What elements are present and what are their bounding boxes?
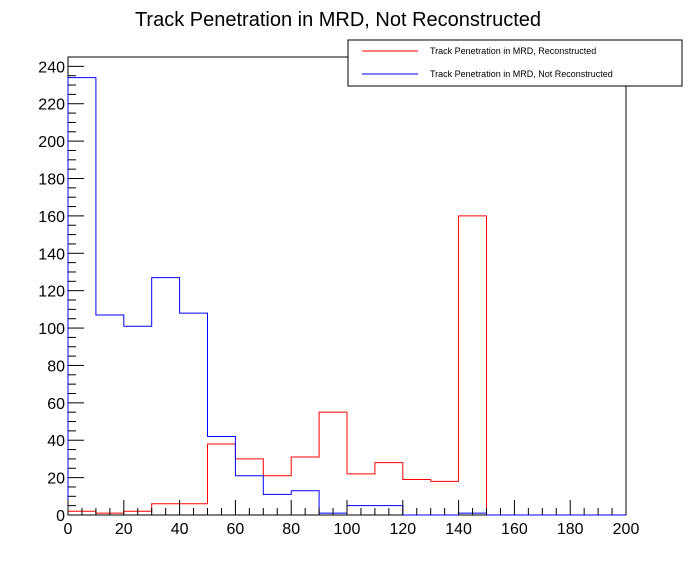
y-tick-label: 80 — [47, 358, 65, 375]
legend-label-not-reconstructed: Track Penetration in MRD, Not Reconstruc… — [430, 69, 613, 79]
y-tick-label: 0 — [56, 508, 65, 525]
y-tick-label: 160 — [38, 209, 65, 226]
x-tick-label: 40 — [171, 521, 189, 538]
series-layer — [67, 77, 626, 516]
x-tick-label: 120 — [389, 521, 416, 538]
y-tick-label: 60 — [47, 396, 65, 413]
y-tick-label: 40 — [47, 433, 65, 450]
y-tick-label: 220 — [38, 97, 65, 114]
y-tick-label: 20 — [47, 471, 65, 488]
y-tick-label: 120 — [38, 284, 65, 301]
x-tick-label: 60 — [227, 521, 245, 538]
x-tick-label: 0 — [64, 521, 73, 538]
x-tick-label: 200 — [613, 521, 640, 538]
x-tick-label: 100 — [334, 521, 361, 538]
legend-label-reconstructed: Track Penetration in MRD, Reconstructed — [430, 46, 596, 56]
x-tick-label: 160 — [501, 521, 528, 538]
y-tick-label: 180 — [38, 172, 65, 189]
axis-layer: 0 20 40 60 80 100 120 140 160 180 200 0 20 40 60 80 100 1… — [38, 56, 640, 538]
y-tick-label: 140 — [38, 246, 65, 263]
chart-title: Track Penetration in MRD, Not Reconstruc… — [135, 9, 541, 31]
legend: Track Penetration in MRD, Reconstructed … — [347, 39, 683, 87]
x-tick-label: 80 — [282, 521, 300, 538]
y-tick-label: 100 — [38, 321, 65, 338]
x-tick-label: 140 — [445, 521, 472, 538]
series-0-line — [67, 215, 626, 516]
x-tick-label: 20 — [115, 521, 133, 538]
y-tick-label: 200 — [38, 134, 65, 151]
legend-box — [347, 39, 683, 87]
x-tick-label: 180 — [557, 521, 584, 538]
y-tick-label: 240 — [38, 59, 65, 76]
